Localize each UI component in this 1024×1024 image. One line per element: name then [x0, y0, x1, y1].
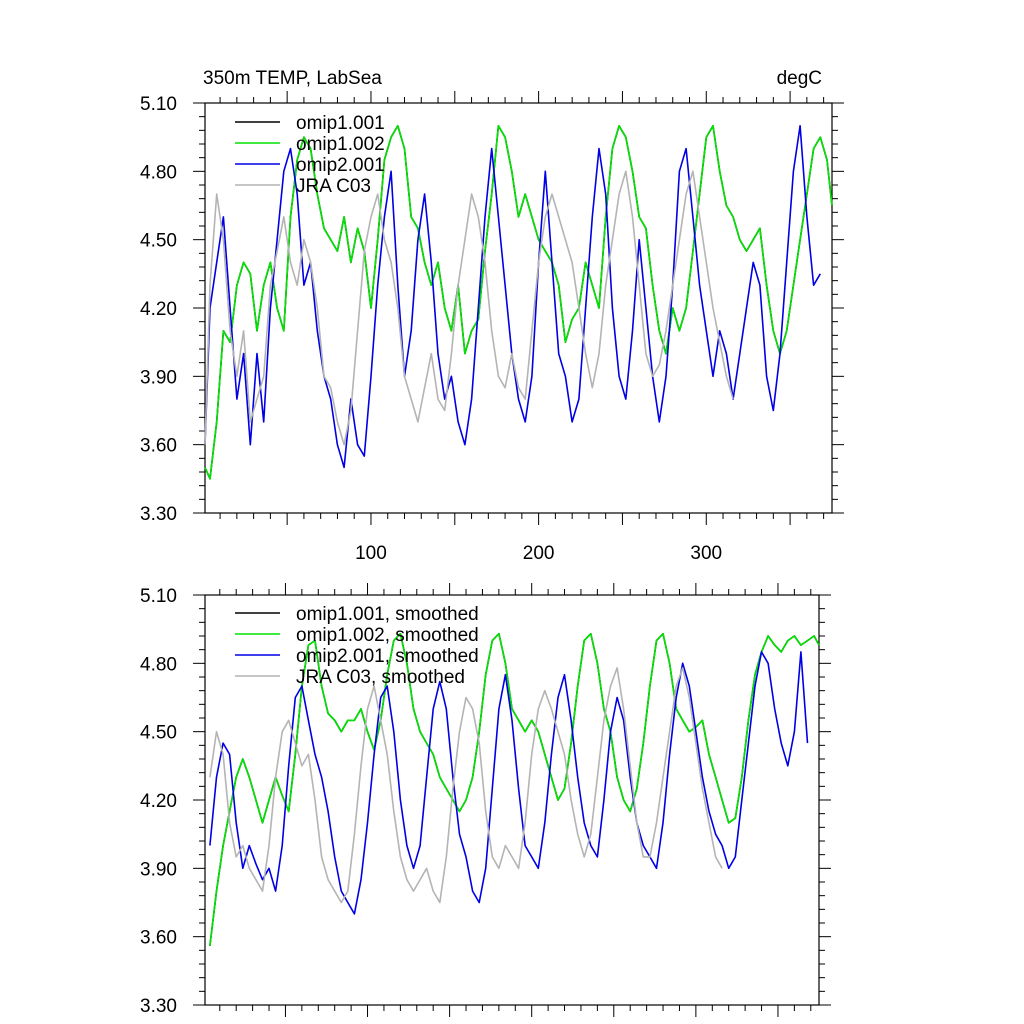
series-line: [209, 667, 723, 904]
ticks: 3.30 3.60 3.90 4.20 4.50 4.80 5.10 100 200 300: [140, 91, 844, 564]
y-tick-label: 4.80: [140, 162, 177, 183]
legend-label: omip1.002, smoothed: [296, 625, 479, 646]
y-tick-label: 3.60: [140, 928, 177, 949]
x-tick-label: 300: [690, 543, 722, 564]
legend-label: omip2.001: [296, 155, 385, 176]
y-tick-label: 3.90: [140, 859, 177, 880]
y-tick-label: 4.50: [140, 231, 177, 252]
x-tick-label: 200: [523, 543, 555, 564]
series-group: [209, 632, 820, 946]
legend-label: omip1.001: [296, 113, 385, 134]
series-group: [204, 125, 833, 480]
legend-label: omip1.001, smoothed: [296, 604, 479, 625]
bottom-panel: 3.30 3.60 3.90 4.20 4.50 4.80 5.10 omip1.001, …: [140, 583, 831, 1017]
y-tick-label: 3.60: [140, 436, 177, 457]
y-tick-label: 3.30: [140, 504, 177, 525]
legend-label: omip1.002: [296, 134, 385, 155]
series-line: [209, 632, 820, 946]
y-tick-label: 5.10: [140, 94, 177, 115]
legend-label: omip2.001, smoothed: [296, 646, 479, 667]
x-tick-label: 100: [355, 543, 387, 564]
y-tick-label: 4.20: [140, 299, 177, 320]
legend-label: JRA C03, smoothed: [296, 667, 465, 688]
units-label: degC: [777, 68, 822, 89]
y-tick-label: 3.30: [140, 996, 177, 1017]
y-tick-label: 5.10: [140, 586, 177, 607]
series-line: [204, 170, 734, 446]
series-line: [204, 125, 833, 480]
legend-label: JRA C03: [296, 176, 371, 197]
panel-title: 350m TEMP, LabSea: [203, 68, 382, 89]
ticks: 3.30 3.60 3.90 4.20 4.50 4.80 5.10: [140, 583, 831, 1017]
y-tick-label: 4.50: [140, 723, 177, 744]
y-tick-label: 4.80: [140, 654, 177, 675]
y-tick-label: 3.90: [140, 367, 177, 388]
series-line: [209, 651, 809, 915]
y-tick-label: 4.20: [140, 791, 177, 812]
top-panel: 350m TEMP, LabSea degC 3.30 3.60 3.90 4.20 4…: [140, 68, 844, 564]
